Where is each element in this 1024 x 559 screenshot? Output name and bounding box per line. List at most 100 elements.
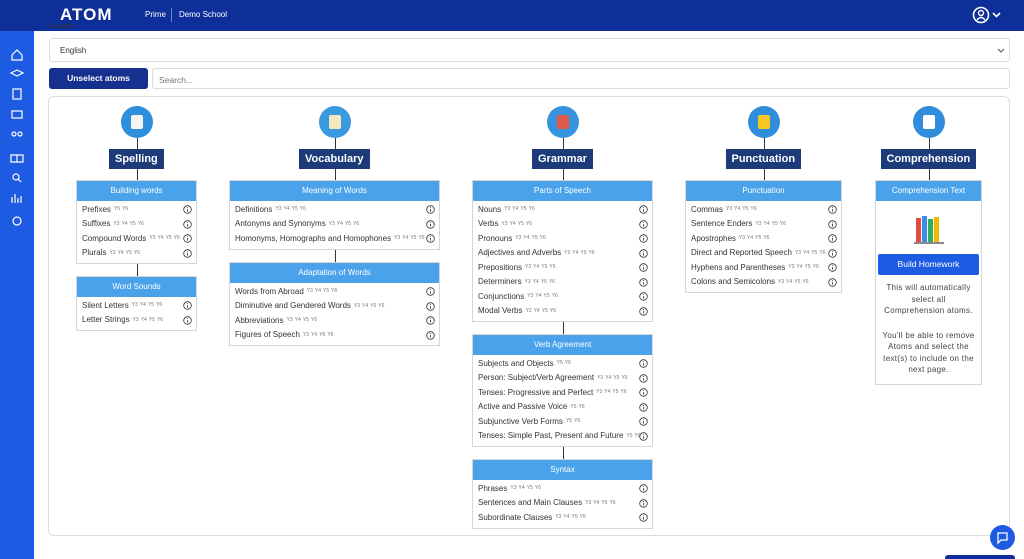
info-icon[interactable] — [639, 263, 648, 274]
group-header[interactable]: Word Sounds — [77, 277, 196, 297]
info-icon[interactable] — [426, 330, 435, 342]
atom-row[interactable]: Prefixes Y5 Y6 — [77, 202, 196, 217]
group-header[interactable]: Building words — [77, 181, 196, 201]
info-icon[interactable] — [639, 402, 648, 414]
info-icon[interactable] — [639, 359, 648, 370]
info-icon[interactable] — [183, 301, 192, 312]
atom-row[interactable]: Phrases Y3 Y4 Y5 Y6 — [473, 481, 652, 496]
atom-row[interactable]: Conjunctions Y3 Y4 Y5 Y6 — [473, 289, 652, 304]
atom-row[interactable]: Commas Y3 Y4 Y5 Y6 — [686, 202, 841, 217]
atom-row[interactable]: Abbreviations Y3 Y4 Y5 Y6 — [230, 313, 439, 328]
atom-row[interactable]: Words from Abroad Y3 Y4 Y5 Y6 — [230, 284, 439, 299]
info-icon[interactable] — [828, 277, 837, 289]
info-icon[interactable] — [183, 234, 192, 245]
info-icon[interactable] — [426, 316, 435, 327]
group-header[interactable]: Punctuation — [686, 181, 841, 201]
topic-title[interactable]: Grammar — [532, 149, 593, 169]
atom-row[interactable]: Tenses: Simple Past, Present and Future Y… — [473, 429, 652, 444]
atom-name: Definitions — [235, 204, 273, 214]
info-icon[interactable] — [828, 205, 837, 216]
atom-row[interactable]: Active and Passive Voice Y5 Y6 — [473, 400, 652, 415]
search-input[interactable]: Search... — [152, 68, 1010, 89]
atom-row[interactable]: Nouns Y3 Y4 Y5 Y6 — [473, 202, 652, 217]
atom-row[interactable]: Modal Verbs Y3 Y4 Y5 Y6 — [473, 304, 652, 319]
atom-row[interactable]: Pronouns Y3 Y4 Y5 Y6 — [473, 231, 652, 246]
info-icon[interactable] — [639, 498, 648, 510]
atom-row[interactable]: Sentence Enders Y3 Y4 Y5 Y6 — [686, 217, 841, 232]
atom-row[interactable]: Plurals Y3 Y4 Y5 Y6 — [77, 246, 196, 261]
nav-link[interactable]: Demo School — [179, 10, 228, 19]
atom-row[interactable]: Compound Words Y3 Y4 Y5 Y6 — [77, 231, 196, 246]
info-icon[interactable] — [639, 277, 648, 289]
info-icon[interactable] — [828, 219, 837, 231]
group-body: Commas Y3 Y4 Y5 Y6 Sentence Enders Y3 Y4 Y5 Y6 Apo… — [686, 201, 841, 292]
atom-row[interactable]: Adjectives and Adverbs Y3 Y4 Y5 Y6 — [473, 246, 652, 261]
info-icon[interactable] — [639, 373, 648, 385]
info-icon[interactable] — [639, 234, 648, 245]
info-icon[interactable] — [639, 484, 648, 495]
info-icon[interactable] — [183, 205, 192, 216]
atom-row[interactable]: Apostrophes Y3 Y4 Y5 Y6 — [686, 231, 841, 246]
sidebar-icons[interactable] — [0, 31, 34, 231]
group-header[interactable]: Meaning of Words — [230, 181, 439, 201]
topic-title[interactable]: Comprehension — [880, 149, 977, 169]
info-icon[interactable] — [639, 306, 648, 318]
info-icon[interactable] — [183, 219, 192, 231]
info-icon[interactable] — [183, 315, 192, 327]
atom-row[interactable]: Determiners Y3 Y4 Y5 Y6 — [473, 275, 652, 290]
info-icon[interactable] — [639, 388, 648, 399]
atom-row[interactable]: Definitions Y3 Y4 Y5 Y6 — [230, 202, 439, 217]
build-homework-button[interactable]: Build Homework — [878, 254, 979, 275]
atom-row[interactable]: Verbs Y3 Y4 Y5 Y6 — [473, 217, 652, 232]
info-icon[interactable] — [639, 219, 648, 231]
topic-title[interactable]: Spelling — [109, 149, 164, 169]
atom-row[interactable]: Silent Letters Y3 Y4 Y5 Y6 — [77, 298, 196, 313]
atom-row[interactable]: Person: Subject/Verb Agreement Y3 Y4 Y5 Y6 — [473, 371, 652, 386]
logo[interactable]: Atom — [60, 5, 113, 24]
info-icon[interactable] — [639, 205, 648, 216]
info-icon[interactable] — [639, 431, 648, 443]
info-icon[interactable] — [426, 301, 435, 313]
atom-row[interactable]: Figures of Speech Y3 Y4 Y5 Y6 — [230, 328, 439, 343]
group-header[interactable]: Syntax — [473, 460, 652, 480]
group-header[interactable]: Parts of Speech — [473, 181, 652, 201]
info-icon[interactable] — [828, 234, 837, 245]
group-header[interactable]: Adaptation of Words — [230, 263, 439, 283]
atom-row[interactable]: Sentences and Main Clauses Y3 Y4 Y5 Y6 — [473, 496, 652, 511]
atom-name: Sentences and Main Clauses — [478, 498, 583, 508]
subject-select[interactable]: English — [49, 38, 1010, 62]
topic-title[interactable]: Punctuation — [725, 149, 802, 169]
group-header[interactable]: Verb Agreement — [473, 335, 652, 355]
user-menu[interactable] — [972, 6, 1004, 26]
atom-row[interactable]: Letter Strings Y3 Y4 Y5 Y6 — [77, 313, 196, 328]
group-header[interactable]: Comprehension Text — [876, 181, 981, 201]
info-icon[interactable] — [828, 248, 837, 260]
atom-row[interactable]: Subjunctive Verb Forms Y5 Y6 — [473, 414, 652, 429]
atom-row[interactable]: Prepositions Y3 Y4 Y5 Y6 — [473, 260, 652, 275]
atom-row[interactable]: Antonyms and Synonyms Y3 Y4 Y5 Y6 — [230, 217, 439, 232]
atom-row[interactable]: Direct and Reported Speech Y3 Y4 Y5 Y6 — [686, 246, 841, 261]
info-icon[interactable] — [183, 248, 192, 260]
info-icon[interactable] — [639, 292, 648, 303]
info-icon[interactable] — [639, 248, 648, 260]
info-icon[interactable] — [426, 219, 435, 231]
info-icon[interactable] — [639, 513, 648, 524]
topic-title[interactable]: Vocabulary — [299, 149, 370, 169]
nav-link[interactable]: Prime — [145, 10, 166, 19]
info-icon[interactable] — [828, 263, 837, 274]
atom-row[interactable]: Homonyms, Homographs and Homophones Y3 Y4 Y… — [230, 231, 439, 246]
atom-group: Meaning of Words Definitions Y3 Y4 Y5 Y6 Anton… — [229, 180, 440, 250]
atom-row[interactable]: Suffixes Y3 Y4 Y5 Y6 — [77, 217, 196, 232]
atom-row[interactable]: Colons and Semicolons Y3 Y4 Y5 Y6 — [686, 275, 841, 290]
atom-row[interactable]: Subjects and Objects Y5 Y6 — [473, 356, 652, 371]
info-icon[interactable] — [426, 287, 435, 298]
atom-row[interactable]: Subordinate Clauses Y3 Y4 Y5 Y6 — [473, 510, 652, 525]
unselect-button[interactable]: Unselect atoms — [49, 68, 148, 89]
chat-button[interactable] — [990, 525, 1015, 550]
atom-row[interactable]: Hyphens and Parentheses Y3 Y4 Y5 Y6 — [686, 260, 841, 275]
atom-row[interactable]: Diminutive and Gendered Words Y3 Y4 Y5 Y6 — [230, 299, 439, 314]
info-icon[interactable] — [639, 417, 648, 428]
atom-row[interactable]: Tenses: Progressive and Perfect Y3 Y4 Y5 Y6 — [473, 385, 652, 400]
info-icon[interactable] — [426, 205, 435, 216]
info-icon[interactable] — [426, 234, 435, 245]
